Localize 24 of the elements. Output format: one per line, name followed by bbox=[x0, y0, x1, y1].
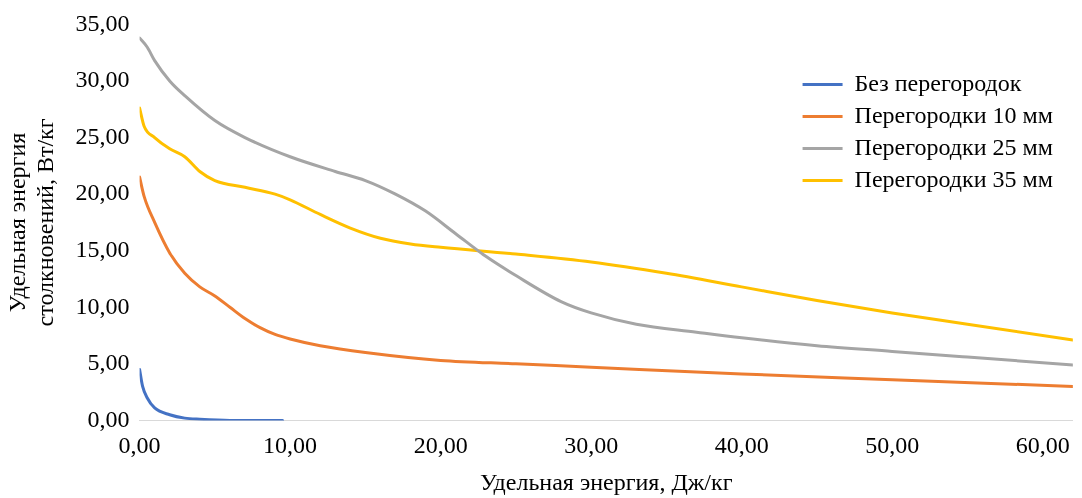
line-series bbox=[139, 36, 1073, 367]
x-tick-label: 40,00 bbox=[714, 432, 769, 459]
legend-label: Перегородки 25 мм bbox=[854, 133, 1053, 160]
x-tick-label: 20,00 bbox=[413, 432, 468, 459]
legend-label: Перегородки 35 мм bbox=[854, 165, 1053, 192]
x-tick-label: 60,00 bbox=[1015, 432, 1070, 459]
x-axis-title: Удельная энергия, Дж/кг bbox=[479, 468, 733, 495]
y-axis-title: Удельная энергия столкновений, Вт/кг bbox=[3, 118, 59, 327]
y-tick-label: 10,00 bbox=[75, 292, 130, 319]
x-tick-label: 0,00 bbox=[118, 432, 161, 459]
line-series bbox=[139, 367, 285, 421]
y-tick-label: 30,00 bbox=[75, 66, 130, 93]
line-series bbox=[139, 106, 1073, 342]
y-tick-label: 35,00 bbox=[75, 9, 130, 36]
x-tick-label: 50,00 bbox=[865, 432, 920, 459]
y-tick-label: 25,00 bbox=[75, 122, 130, 149]
y-tick-label: 5,00 bbox=[87, 349, 130, 376]
y-tick-label: 15,00 bbox=[75, 235, 130, 262]
x-tick-label: 30,00 bbox=[564, 432, 619, 459]
x-tick-label: 10,00 bbox=[263, 432, 318, 459]
y-tick-label: 0,00 bbox=[87, 405, 130, 432]
legend-label: Без перегородок bbox=[854, 69, 1022, 96]
y-tick-label: 20,00 bbox=[75, 179, 130, 206]
legend-label: Перегородки 10 мм bbox=[854, 101, 1053, 128]
